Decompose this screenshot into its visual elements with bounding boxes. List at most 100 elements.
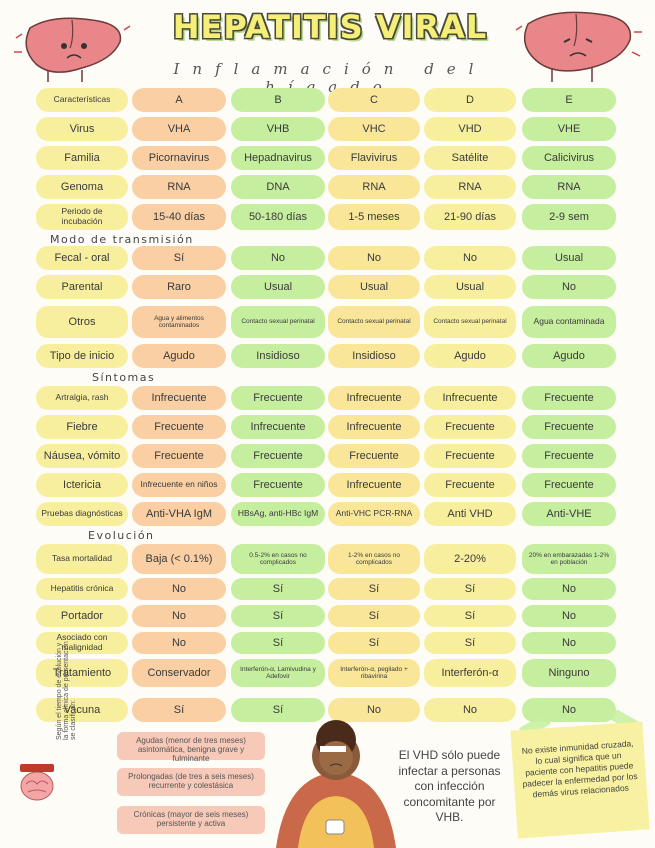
cell-c: Interferón-α, pegilado + ribavirina: [328, 659, 420, 687]
legend-prolongadas: Prolongadas (de tres a seis meses) recur…: [117, 768, 265, 796]
cell-b: VHB: [231, 117, 325, 141]
cell-b: Frecuente: [231, 444, 325, 468]
cell-a: Sí: [132, 698, 226, 722]
cell-d: VHD: [424, 117, 516, 141]
page-title: HEPATITIS VIRAL: [172, 8, 488, 46]
cell-a: No: [132, 632, 226, 654]
cell-d: Frecuente: [424, 415, 516, 439]
legend-cronicas: Crónicas (mayor de seis meses) persisten…: [117, 806, 265, 834]
row-label: Virus: [36, 117, 128, 141]
cell-b: Usual: [231, 275, 325, 299]
row-label: Características: [36, 88, 128, 112]
cell-b: Hepadnavirus: [231, 146, 325, 170]
cell-a: Frecuente: [132, 444, 226, 468]
cell-e: No: [522, 275, 616, 299]
cell-a: Conservador: [132, 659, 226, 687]
cell-c: RNA: [328, 175, 420, 199]
cell-c: 1-5 meses: [328, 204, 420, 230]
cell-a: Anti-VHA IgM: [132, 502, 226, 526]
cell-c: Sí: [328, 578, 420, 600]
cell-c: No: [328, 246, 420, 270]
cell-b: B: [231, 88, 325, 112]
cell-b: Infrecuente: [231, 415, 325, 439]
cell-e: No: [522, 632, 616, 654]
cell-d: No: [424, 698, 516, 722]
cell-a: Raro: [132, 275, 226, 299]
row-label: Náusea, vómito: [36, 444, 128, 468]
row-label: Otros: [36, 306, 128, 338]
cell-d: Interferón-α: [424, 659, 516, 687]
cell-c: Contacto sexual perinatal: [328, 306, 420, 338]
cell-d: Satélite: [424, 146, 516, 170]
legend-agudas: Agudas (menor de tres meses) asintomátic…: [117, 732, 265, 763]
cell-e: 2-9 sem: [522, 204, 616, 230]
cell-b: HBsAg, anti-HBc IgM: [231, 502, 325, 526]
cell-d: Frecuente: [424, 473, 516, 497]
row-label: Genoma: [36, 175, 128, 199]
cell-b: Sí: [231, 605, 325, 627]
cell-b: Sí: [231, 698, 325, 722]
cell-c: Usual: [328, 275, 420, 299]
cell-e: Anti-VHE: [522, 502, 616, 526]
cell-b: Interferón-α, Lamivudina y Adefovir: [231, 659, 325, 687]
cell-a: Picornavirus: [132, 146, 226, 170]
cell-d: Infrecuente: [424, 386, 516, 410]
row-label: Tratamiento: [36, 659, 128, 687]
row-label: Ictericia: [36, 473, 128, 497]
cell-b: Insidioso: [231, 344, 325, 368]
cell-c: VHC: [328, 117, 420, 141]
cell-b: 0.5-2% en casos no complicados: [231, 544, 325, 574]
cell-d: Anti VHD: [424, 502, 516, 526]
cell-d: Sí: [424, 632, 516, 654]
cell-c: 1-2% en casos no complicados: [328, 544, 420, 574]
cell-d: Contacto sexual perinatal: [424, 306, 516, 338]
cell-d: Sí: [424, 578, 516, 600]
cell-a: Agudo: [132, 344, 226, 368]
cell-e: Frecuente: [522, 386, 616, 410]
section-transmision: Modo de transmisión: [50, 233, 194, 246]
row-label: Familia: [36, 146, 128, 170]
brain-logo-icon: [20, 764, 54, 801]
cell-d: No: [424, 246, 516, 270]
cell-c: Anti-VHC PCR-RNA: [328, 502, 420, 526]
section-sintomas: Síntomas: [92, 371, 156, 384]
cell-b: Contacto sexual perinatal: [231, 306, 325, 338]
cell-e: Usual: [522, 246, 616, 270]
cell-e: Ninguno: [522, 659, 616, 687]
sad-liver-right-icon: [515, 11, 642, 82]
cell-a: Agua y alimentos contaminados: [132, 306, 226, 338]
cell-c: Infrecuente: [328, 473, 420, 497]
cell-e: Calicivirus: [522, 146, 616, 170]
cell-d: 21-90 días: [424, 204, 516, 230]
cell-a: A: [132, 88, 226, 112]
row-label: Parental: [36, 275, 128, 299]
cell-e: Frecuente: [522, 473, 616, 497]
row-label: Periodo de incubación: [36, 204, 128, 230]
cell-e: Frecuente: [522, 415, 616, 439]
cell-c: Insidioso: [328, 344, 420, 368]
cell-c: Frecuente: [328, 444, 420, 468]
cell-b: Sí: [231, 632, 325, 654]
cell-e: Frecuente: [522, 444, 616, 468]
cell-a: No: [132, 605, 226, 627]
cell-c: Sí: [328, 605, 420, 627]
sticky-note: No existe inmunidad cruzada, lo cual sig…: [510, 721, 650, 839]
row-label: Portador: [36, 605, 128, 627]
cell-d: 2-20%: [424, 544, 516, 574]
cell-d: D: [424, 88, 516, 112]
cell-e: No: [522, 605, 616, 627]
cell-a: Infrecuente: [132, 386, 226, 410]
row-label: Artralgia, rash: [36, 386, 128, 410]
sad-liver-left-icon: [14, 17, 131, 82]
cell-a: Sí: [132, 246, 226, 270]
cell-a: RNA: [132, 175, 226, 199]
cell-e: Agudo: [522, 344, 616, 368]
cell-a: No: [132, 578, 226, 600]
cell-c: C: [328, 88, 420, 112]
cell-e: VHE: [522, 117, 616, 141]
cell-e: RNA: [522, 175, 616, 199]
cell-b: No: [231, 246, 325, 270]
row-label: Asociado con malignidad: [36, 632, 128, 654]
cell-e: Agua contaminada: [522, 306, 616, 338]
cell-c: No: [328, 698, 420, 722]
